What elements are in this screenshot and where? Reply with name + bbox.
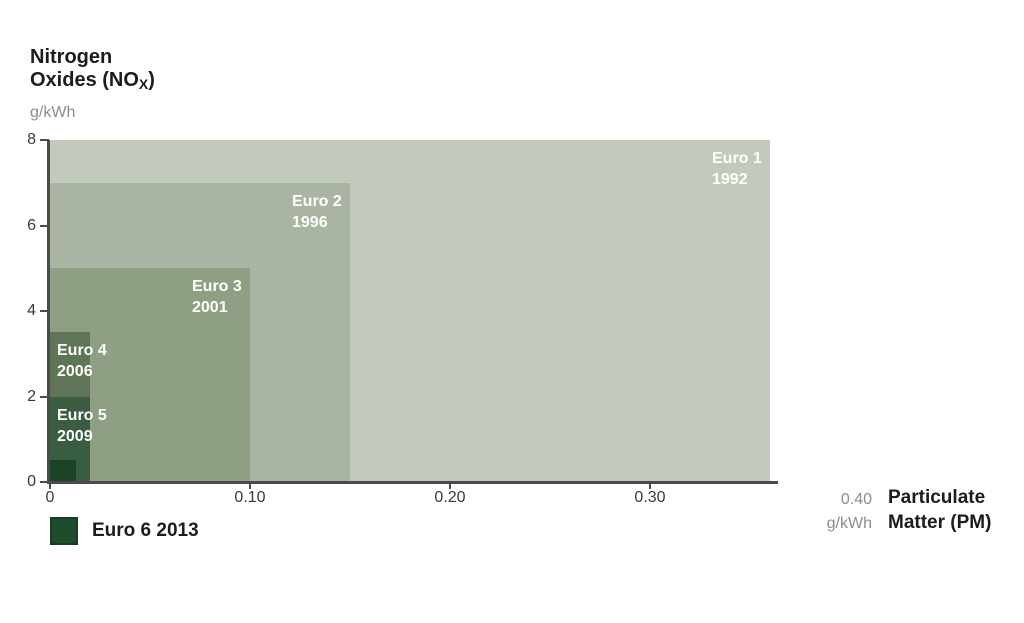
x-axis-end-tick: 0.40 g/kWh (790, 488, 872, 536)
x-axis-title-line2: Matter (PM) (888, 512, 992, 533)
x-tick-label-0.30: 0.30 (634, 489, 666, 506)
x-tick-mark-0 (49, 484, 51, 489)
legend-swatch-euro-6 (50, 517, 78, 545)
y-tick-label-8: 8 (27, 131, 36, 148)
y-axis-title-paren: ) (148, 69, 155, 91)
x-tick-label-0: 0 (45, 489, 55, 506)
envelope-label-euro-5: Euro 5 2009 (57, 406, 107, 445)
x-tick-label-0.10: 0.10 (234, 489, 266, 506)
legend-label: Euro 6 2013 (92, 520, 199, 541)
envelope-label-euro-3: Euro 3 2001 (192, 278, 242, 317)
y-axis-line (47, 140, 50, 484)
x-tick-mark-0.30 (649, 484, 651, 489)
y-tick-mark-0 (40, 481, 49, 483)
envelope-label-euro-4: Euro 4 2006 (57, 342, 107, 381)
legend: Euro 6 2013 (50, 517, 199, 545)
y-tick-mark-6 (40, 224, 49, 227)
limit-envelope-euro-6 (50, 460, 76, 482)
y-axis-unit-label: g/kWh (30, 104, 76, 121)
y-tick-mark-8 (40, 139, 49, 141)
y-tick-label-4: 4 (27, 302, 36, 319)
y-tick-mark-4 (40, 310, 49, 312)
x-tick-mark-0.10 (249, 484, 251, 489)
x-tick-label-0.20: 0.20 (434, 489, 466, 506)
y-axis-title-line2: Oxides (NO (30, 69, 139, 91)
x-axis-end-tick-value: 0.40 (840, 491, 872, 508)
x-axis-title: Particulate Matter (PM) (888, 485, 991, 535)
y-axis-title-subscript: X (138, 76, 149, 92)
x-tick-mark-0.20 (449, 484, 451, 489)
x-axis-title-line1: Particulate (888, 487, 986, 508)
y-tick-label-2: 2 (27, 387, 36, 405)
envelope-label-euro-2: Euro 2 1996 (292, 192, 342, 231)
y-axis-title-line1: Nitrogen (30, 46, 113, 68)
y-tick-label-6: 6 (27, 216, 36, 234)
x-axis-line (47, 481, 778, 484)
y-tick-mark-2 (40, 395, 49, 398)
envelope-label-euro-1: Euro 1 1992 (712, 150, 762, 188)
y-axis-title: Nitrogen Oxides (NOX) (30, 46, 155, 96)
x-axis-unit-label: g/kWh (826, 515, 872, 532)
y-tick-label-0: 0 (27, 473, 36, 490)
